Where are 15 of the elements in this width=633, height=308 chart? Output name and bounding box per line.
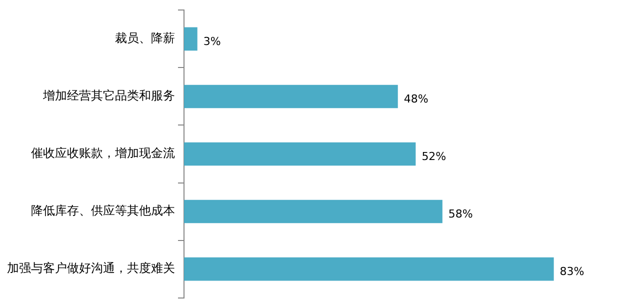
- y-tick-label: 加强与客户做好沟通，共度难关: [7, 261, 175, 276]
- bar: [184, 200, 442, 224]
- data-label: 52%: [422, 150, 446, 163]
- data-label: 3%: [203, 34, 221, 48]
- bar: [184, 142, 416, 166]
- y-tick-label: 增加经营其它品类和服务: [42, 88, 175, 103]
- bar: [184, 257, 554, 281]
- bar: [184, 84, 398, 108]
- bar: [184, 27, 198, 51]
- y-tick-label: 裁员、降薪: [115, 31, 175, 46]
- data-label: 48%: [404, 92, 428, 106]
- y-tick-label: 降低库存、供应等其他成本: [31, 204, 175, 218]
- y-tick-label: 催收应收账款，增加现金流: [31, 146, 175, 160]
- data-label: 58%: [448, 207, 473, 220]
- data-label: 83%: [560, 264, 584, 278]
